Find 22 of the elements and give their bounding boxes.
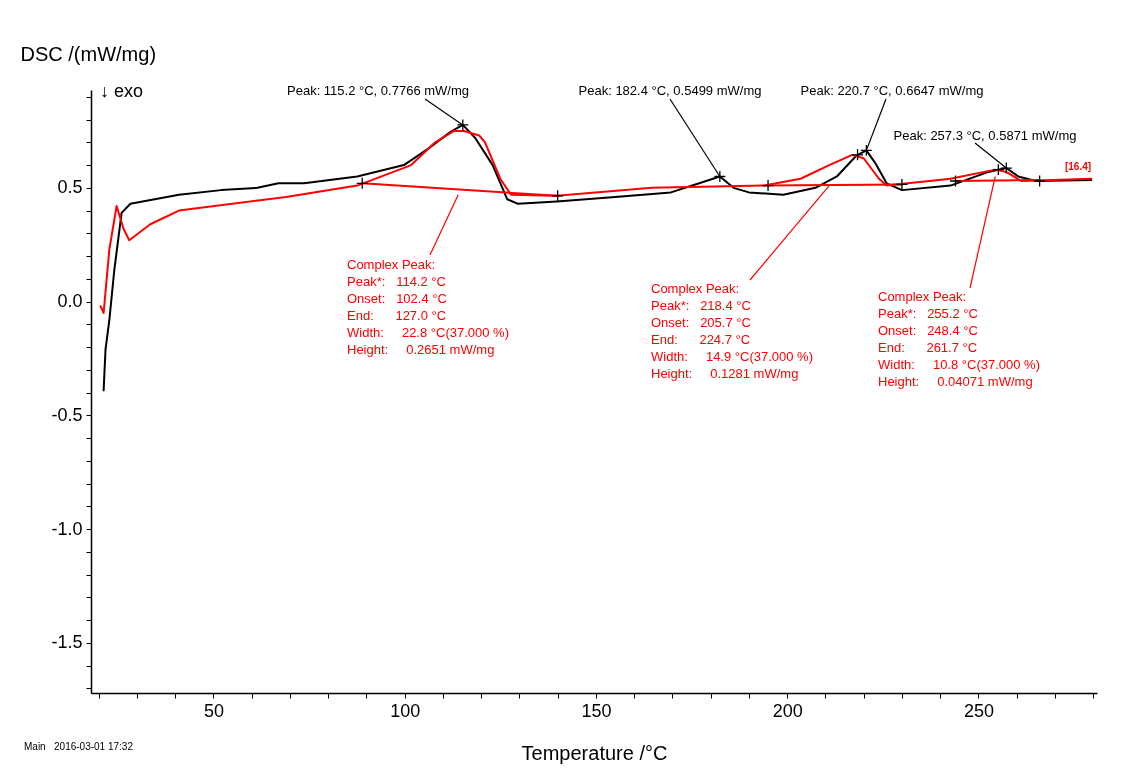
x-axis-title: Temperature /°C: [521, 741, 668, 764]
y-tick-label: -1.5: [51, 632, 83, 653]
x-tick-label: 100: [390, 700, 421, 721]
annotation: Peak: 220.7 °C, 0.6647 mW/mg: [800, 83, 984, 98]
annotation: Peak: 115.2 °C, 0.7766 mW/mg: [287, 83, 469, 98]
x-tick-label: 250: [963, 700, 994, 721]
y-axis-title: DSC /(mW/mg): [20, 42, 157, 65]
x-tick-label: 200: [772, 700, 803, 721]
y-tick-label: -1.0: [51, 518, 83, 539]
annotation: ↓ exo: [100, 81, 144, 101]
annotation: Complex Peak: Peak*: 114.2 °C Onset: 102.4 °C End: 127.0 °C Width: 22.8 °C(37.000 %) Height: 0.2651 mW/mg: [347, 257, 509, 357]
annotation: Peak: 182.4 °C, 0.5499 mW/mg: [578, 83, 762, 98]
y-tick-label: 0.0: [57, 291, 83, 312]
annotation: Complex Peak: Peak*: 218.4 °C Onset: 205.7 °C End: 224.7 °C Width: 14.9 °C(37.000 %) Height: 0.1281 mW/mg: [651, 281, 813, 381]
x-tick-label: 150: [581, 700, 612, 721]
text: Main 2016-03-01 17:32: [24, 741, 134, 752]
x-tick-label: 50: [203, 700, 224, 721]
y-tick-label: -0.5: [51, 404, 83, 425]
annotation: [16.4]: [1064, 161, 1092, 172]
annotation: Peak: 257.3 °C, 0.5871 mW/mg: [893, 128, 1077, 143]
y-tick-label: 0.5: [57, 177, 83, 198]
annotation: Complex Peak: Peak*: 255.2 °C Onset: 248.4 °C End: 261.7 °C Width: 10.8 °C(37.000 %) Height: 0.04071 mW/mg: [878, 289, 1040, 389]
